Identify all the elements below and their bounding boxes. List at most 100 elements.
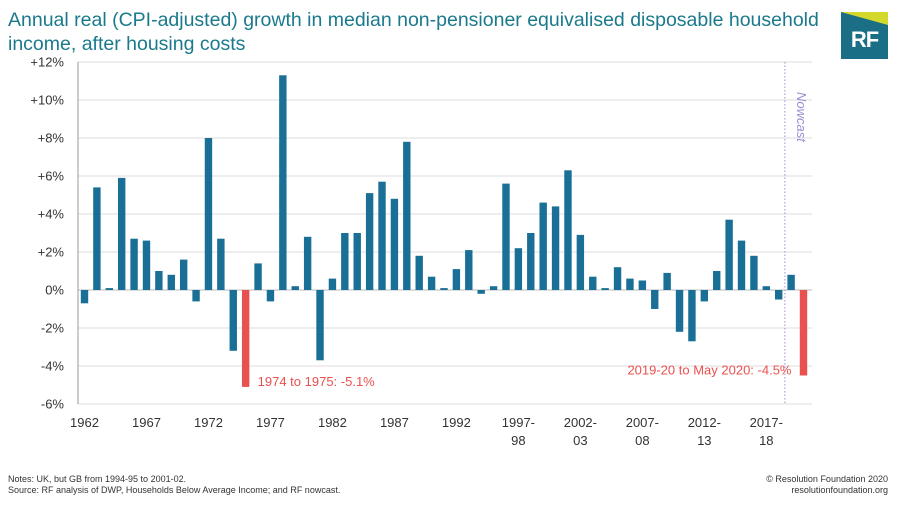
bar	[663, 272, 671, 290]
nowcast-label: Nowcast	[794, 92, 809, 143]
y-tick-label: +6%	[38, 169, 65, 184]
logo-corner-accent	[841, 12, 888, 25]
bar	[229, 290, 237, 351]
notes-line: Notes: UK, but GB from 1994-95 to 2001-0…	[8, 474, 187, 484]
bar	[80, 290, 89, 304]
bar	[576, 234, 585, 290]
bar	[279, 75, 287, 290]
bar	[527, 233, 535, 290]
chart-title: Annual real (CPI-adjusted) growth in med…	[8, 9, 819, 55]
bar	[130, 238, 138, 290]
bar	[477, 290, 485, 294]
bar	[638, 280, 647, 290]
y-tick-label: 0%	[45, 283, 64, 298]
bar	[502, 183, 510, 290]
bar	[105, 288, 113, 290]
bar	[254, 263, 262, 290]
bar	[291, 286, 299, 290]
bar	[787, 274, 795, 290]
bar	[725, 219, 733, 290]
x-tick-label: 1972	[194, 415, 223, 430]
bar	[403, 141, 411, 290]
bar	[489, 286, 498, 290]
x-tick-label: 2002-	[564, 415, 597, 430]
bar	[775, 290, 783, 300]
bar	[651, 290, 659, 309]
bar	[179, 259, 188, 290]
bar	[204, 138, 213, 290]
bar	[427, 276, 436, 290]
bar	[564, 170, 572, 290]
x-tick-label: 2017-	[750, 415, 783, 430]
x-tick-label: 1967	[132, 415, 161, 430]
bar	[415, 255, 423, 290]
bar	[589, 276, 597, 290]
bar	[266, 290, 275, 302]
y-tick-label: +2%	[38, 245, 65, 260]
source-line: Source: RF analysis of DWP, Households B…	[8, 485, 341, 495]
bar	[750, 255, 758, 290]
bar	[328, 278, 337, 290]
x-tick-label-line2: 98	[511, 433, 525, 448]
bar	[365, 193, 374, 290]
highlighted-bar	[241, 290, 250, 387]
bar	[341, 233, 349, 290]
x-tick-label: 2012-	[688, 415, 721, 430]
bar	[700, 290, 709, 302]
bar	[316, 290, 324, 361]
bar	[452, 269, 461, 290]
bar	[440, 288, 448, 290]
y-tick-label: +4%	[38, 207, 65, 222]
bar	[167, 274, 175, 290]
bar	[626, 278, 634, 290]
bar	[465, 250, 473, 290]
y-tick-label: +10%	[30, 93, 64, 108]
highlighted-bar	[799, 290, 808, 376]
copyright-text: © Resolution Foundation 2020	[766, 474, 888, 484]
credit-block: © Resolution Foundation 2020 resolutionf…	[766, 474, 888, 496]
y-tick-label: -2%	[41, 321, 65, 336]
bar	[142, 240, 151, 290]
x-tick-label: 1962	[70, 415, 99, 430]
bar	[117, 177, 126, 290]
x-tick-label: 1992	[442, 415, 471, 430]
bar	[155, 271, 163, 290]
x-tick-label: 1987	[380, 415, 409, 430]
bar	[390, 198, 399, 290]
bar	[539, 202, 547, 290]
bar	[613, 267, 622, 290]
x-tick-label: 1997-	[502, 415, 535, 430]
bar	[192, 290, 200, 302]
x-tick-label-line2: 03	[573, 433, 587, 448]
x-tick-label: 2007-	[626, 415, 659, 430]
bar	[675, 290, 684, 332]
x-tick-label-line2: 13	[697, 433, 711, 448]
bar	[737, 240, 746, 290]
bar	[353, 233, 361, 290]
annotation-label: 1974 to 1975: -5.1%	[258, 374, 376, 389]
bar	[762, 286, 771, 290]
y-tick-label: -4%	[41, 359, 65, 374]
y-tick-label: +8%	[38, 131, 65, 146]
website-text: resolutionfoundation.org	[791, 485, 888, 495]
bar	[688, 290, 696, 342]
x-tick-label-line2: 18	[759, 433, 773, 448]
bar	[551, 206, 560, 290]
logo-text: RF	[850, 27, 879, 52]
y-tick-label: +12%	[30, 55, 64, 70]
chart-notes: Notes: UK, but GB from 1994-95 to 2001-0…	[8, 474, 340, 496]
bar	[378, 181, 386, 290]
annotation-label: 2019-20 to May 2020: -4.5%	[627, 363, 791, 378]
x-tick-label: 1982	[318, 415, 347, 430]
y-tick-label: -6%	[41, 397, 65, 412]
bar	[601, 288, 609, 290]
resolution-foundation-logo: RF	[841, 12, 888, 59]
bar	[713, 271, 721, 290]
bar	[93, 187, 101, 290]
x-tick-label: 1977	[256, 415, 285, 430]
bar-chart: -6% -4% -2% 0% +2% +4% +6% +8% +10% +12% Nowcast 19…	[30, 55, 812, 448]
bar	[217, 238, 225, 290]
bar	[303, 236, 312, 290]
x-tick-label-line2: 08	[635, 433, 649, 448]
bar	[514, 248, 523, 290]
